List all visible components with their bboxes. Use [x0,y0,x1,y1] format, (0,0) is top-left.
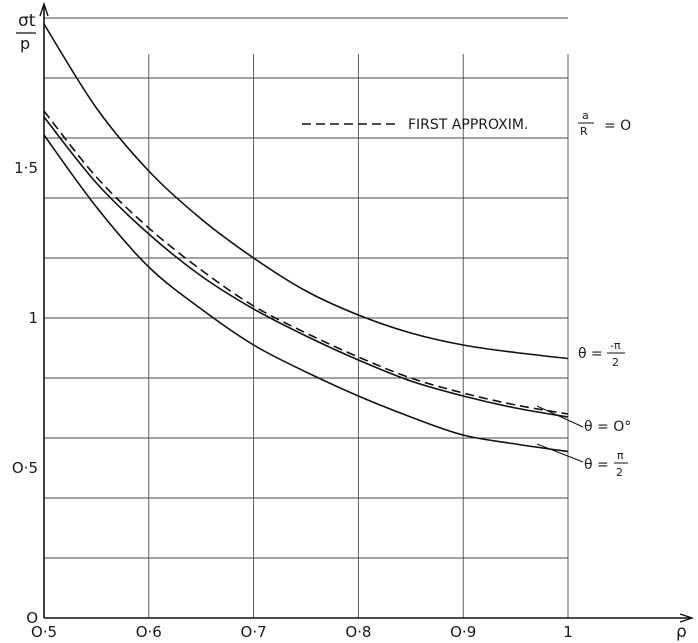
legend-frac-num: a [582,109,589,122]
x-tick-label: O·6 [136,623,162,641]
legend-suffix: = O [604,118,631,134]
y-tick-label: 1 [28,309,38,327]
x-tick-label: O·7 [241,623,267,641]
x-tick-label: 1 [563,623,573,641]
labels: σt p ρ FIRST APPROXIM. a R = O θ = -π 2 … [16,11,687,642]
series-label-zero: θ = O° [584,419,631,435]
series-label-zero-leader [536,405,584,428]
y-axis-label-top: σt [18,11,36,31]
series-label-minus-pi-half: θ = [578,346,603,362]
x-tick-label: O·9 [450,623,476,641]
y-tick-label: O·5 [12,459,38,477]
series-label-minus-pi-half-num: -π [610,339,621,352]
series-label-pi-half-num: π [617,449,624,462]
legend-frac-den: R [580,125,588,138]
series-line-3 [43,110,569,415]
series-line-0 [43,23,569,360]
series-label-pi-half-leader [536,443,584,463]
x-tick-label: O·8 [345,623,371,641]
x-axis-arrow [679,613,695,623]
y-axis-arrow [39,1,49,17]
x-axis-label: ρ [676,622,687,642]
y-axis-label-bottom: p [20,34,30,53]
series-label-minus-pi-half-den: 2 [612,356,619,369]
y-tick-label: O [26,609,38,627]
series-label-pi-half: θ = [584,457,609,473]
grid [44,17,569,618]
series-line-1 [43,116,569,418]
curves [43,23,569,453]
series-label-pi-half-den: 2 [616,466,623,479]
x-tick-label: O·5 [31,623,57,641]
legend-label: FIRST APPROXIM. [408,117,528,133]
y-tick-label: 1·5 [14,159,38,177]
axes: O·5 O·6 O·7 O·8 O·9 1OO·511·5 [12,1,695,641]
series-line-2 [43,134,569,453]
